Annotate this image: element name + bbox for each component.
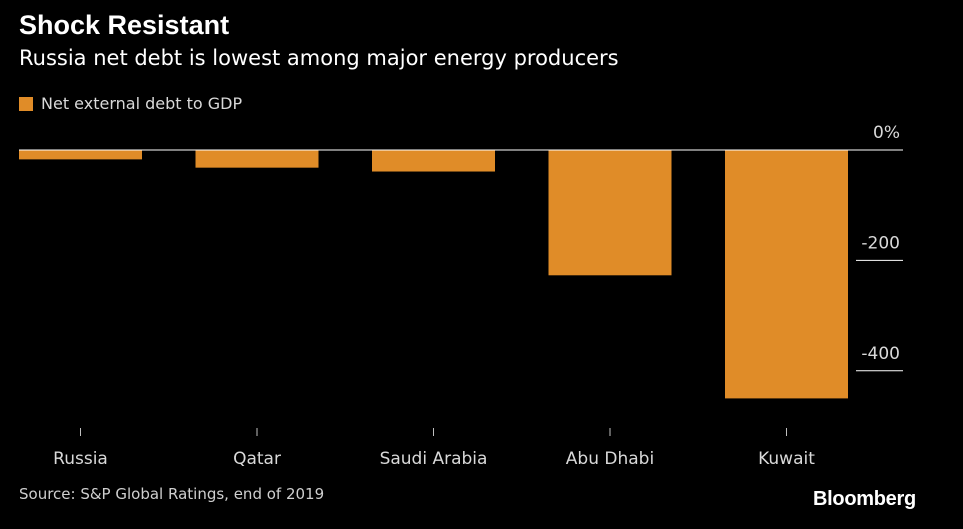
chart-subtitle: Russia net debt is lowest among major en… xyxy=(19,46,619,70)
x-tick-label: Russia xyxy=(53,449,108,469)
y-tick-label: -400 xyxy=(861,344,900,364)
x-tick-label: Saudi Arabia xyxy=(380,449,488,469)
bar-russia xyxy=(19,150,142,160)
legend-label: Net external debt to GDP xyxy=(41,94,243,113)
chart-title: Shock Resistant xyxy=(19,10,230,40)
bloomberg-logo: Bloomberg xyxy=(813,488,916,510)
y-tick-label: -200 xyxy=(861,233,900,253)
x-tick-label: Kuwait xyxy=(758,449,815,469)
bar-qatar xyxy=(195,150,319,168)
y-tick-label: 0% xyxy=(873,123,900,143)
legend: Net external debt to GDP xyxy=(19,94,242,113)
x-tick-label: Abu Dhabi xyxy=(566,449,654,469)
legend-swatch xyxy=(19,96,33,111)
bar-abu-dhabi xyxy=(548,150,672,276)
source-note: Source: S&P Global Ratings, end of 2019 xyxy=(19,485,325,503)
bar-kuwait xyxy=(725,150,848,399)
x-tick-label: Qatar xyxy=(233,449,281,469)
bar-saudi-arabia xyxy=(372,150,495,172)
